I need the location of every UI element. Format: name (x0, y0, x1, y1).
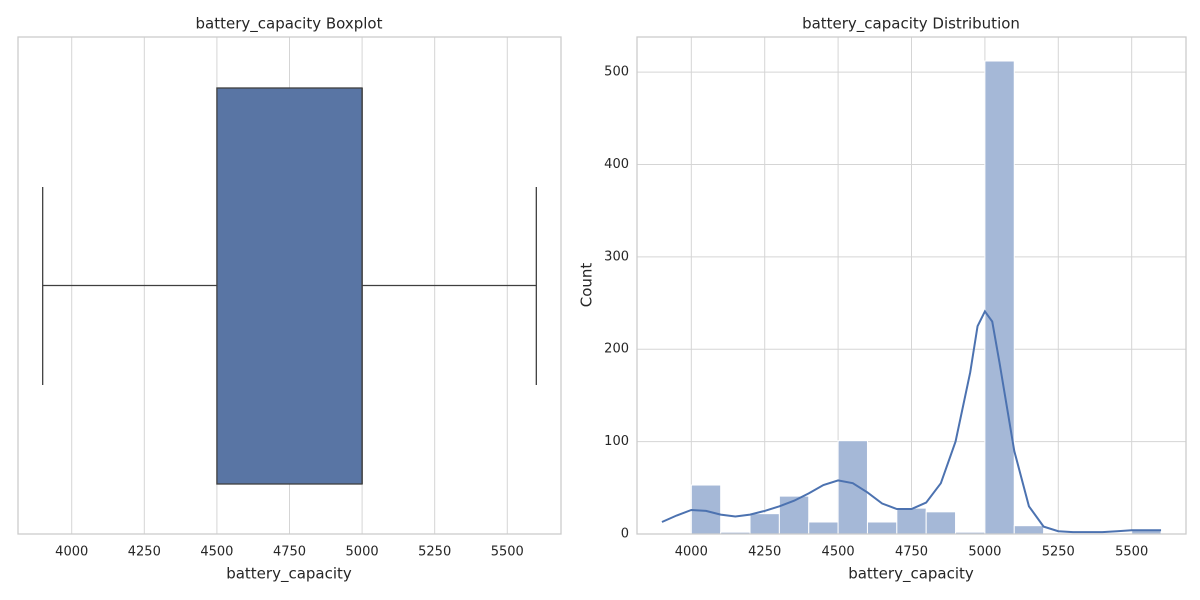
x-tick-label: 4500 (200, 545, 233, 560)
histogram-bar (925, 511, 957, 535)
x-tick-label: 4250 (748, 545, 781, 560)
x-axis-label: battery_capacity (226, 565, 352, 584)
x-tick-label: 4500 (822, 545, 855, 560)
kde-line (661, 309, 1162, 534)
x-tick-label: 4250 (128, 545, 161, 560)
x-tick-label: 5250 (1042, 545, 1075, 560)
histogram-bar (749, 513, 780, 535)
y-tick-label: 100 (604, 434, 629, 449)
x-tick-label: 4000 (55, 545, 88, 560)
x-tick-label: 5250 (418, 545, 451, 560)
box (216, 87, 363, 485)
y-tick-label: 200 (604, 342, 629, 357)
y-tick-label: 300 (604, 249, 629, 264)
x-tick-label: 5500 (491, 545, 524, 560)
plot-frame (17, 36, 562, 535)
y-tick-label: 400 (604, 157, 629, 172)
histogram-bar (896, 507, 927, 535)
x-tick-label: 4750 (273, 545, 306, 560)
chart-title: battery_capacity Distribution (802, 15, 1020, 34)
y-axis-label: Count (578, 263, 596, 308)
chart-title: battery_capacity Boxplot (196, 15, 383, 34)
x-tick-label: 5000 (968, 545, 1001, 560)
histogram-bar (808, 521, 839, 535)
histogram-bar (866, 521, 898, 535)
histogram-bar (984, 60, 1015, 535)
x-tick-label: 5000 (346, 545, 379, 560)
plot-frame (636, 36, 1187, 535)
histogram-bar (1013, 525, 1045, 535)
y-tick-label: 500 (604, 65, 629, 80)
histogram-bar (778, 495, 810, 535)
x-tick-label: 4000 (675, 545, 708, 560)
x-tick-label: 4750 (895, 545, 928, 560)
x-tick-label: 5500 (1115, 545, 1148, 560)
y-tick-label: 0 (621, 527, 629, 542)
histogram-bar (837, 440, 868, 535)
x-axis-label: battery_capacity (848, 565, 974, 584)
